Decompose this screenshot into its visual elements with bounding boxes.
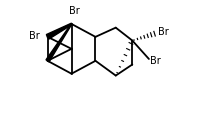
Polygon shape xyxy=(46,23,72,39)
Text: Br: Br xyxy=(158,27,168,37)
Polygon shape xyxy=(46,24,72,62)
Text: Br: Br xyxy=(150,56,161,66)
Text: Br: Br xyxy=(28,31,39,41)
Text: Br: Br xyxy=(69,6,80,16)
